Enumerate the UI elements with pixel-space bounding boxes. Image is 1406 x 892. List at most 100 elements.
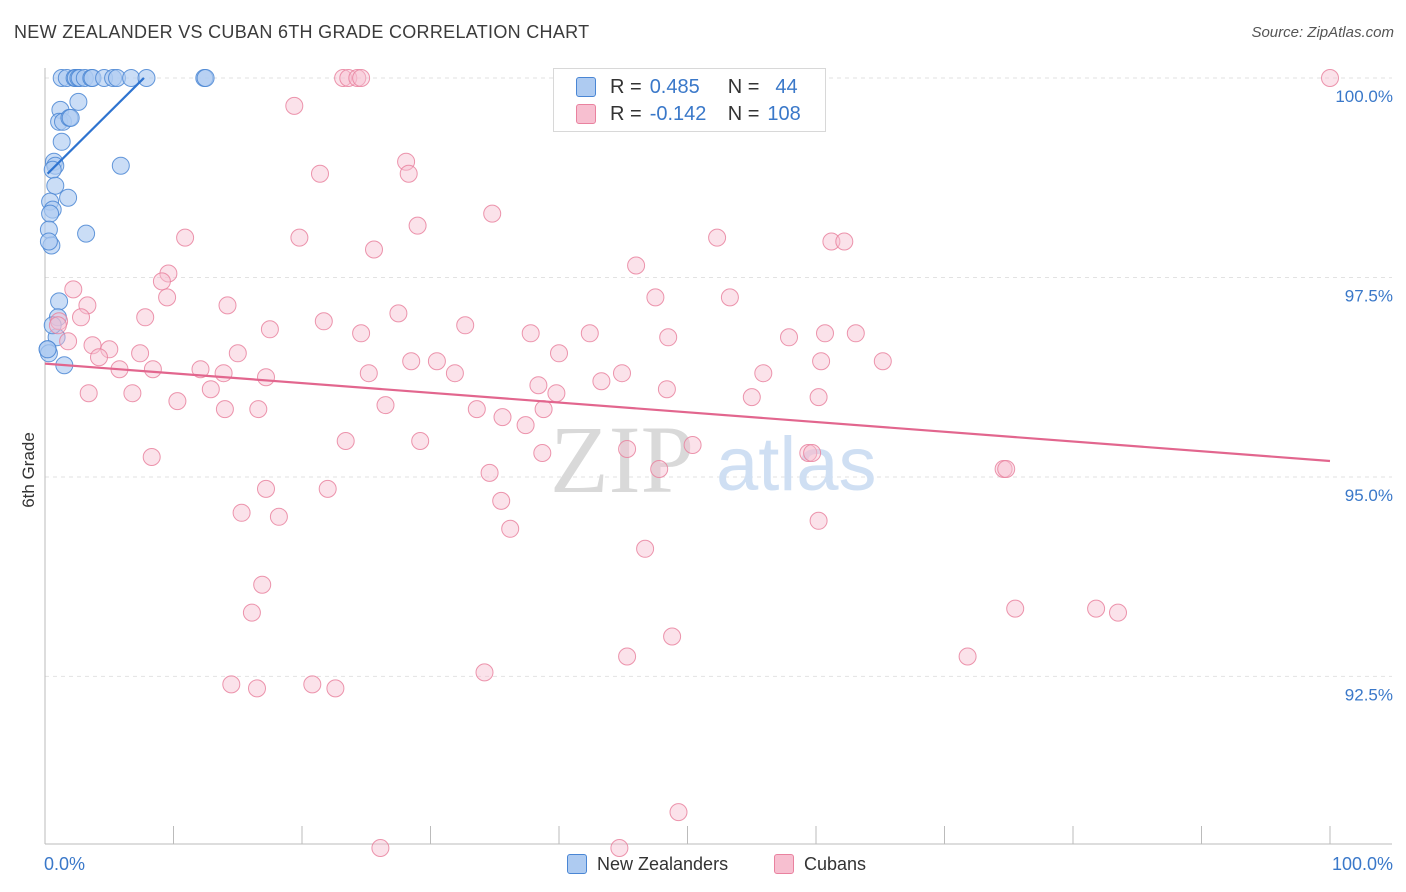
cuban-point xyxy=(191,360,210,379)
cuban-point xyxy=(613,364,631,383)
y-tick-label: 100.0% xyxy=(1335,87,1393,106)
data-points xyxy=(38,69,1339,857)
cuban-point xyxy=(78,296,97,315)
cuban-point xyxy=(59,332,78,351)
cuban-point xyxy=(742,388,761,407)
cuban-point xyxy=(143,360,162,379)
cuban-point xyxy=(123,384,142,403)
legend-label: Cubans xyxy=(804,853,867,874)
cuban-point xyxy=(547,384,566,403)
cuban-point xyxy=(285,96,304,115)
n-value: 108 xyxy=(767,102,801,125)
cuban-point xyxy=(314,312,333,331)
cuban-point xyxy=(812,352,831,371)
y-tick-label: 92.5% xyxy=(1345,685,1393,704)
cuban-point xyxy=(803,444,822,462)
cuban-point xyxy=(669,803,688,822)
cuban-point xyxy=(389,304,408,323)
cuban-point xyxy=(659,328,678,347)
legend-row-cubans: R = -0.142 N = 108 xyxy=(576,102,801,126)
cuban-point xyxy=(326,679,345,698)
legend-item-new-zealanders[interactable]: New Zealanders xyxy=(567,852,728,876)
cuban-point xyxy=(636,539,655,558)
cuban-point xyxy=(480,463,499,482)
cuban-point xyxy=(663,627,682,646)
cuban-point xyxy=(131,344,150,363)
cuban-point xyxy=(958,647,977,666)
cuban-point xyxy=(399,164,418,183)
cuban-point xyxy=(152,272,171,291)
cuban-point xyxy=(218,296,237,315)
cuban-point xyxy=(592,372,611,391)
cuban-point xyxy=(720,288,739,307)
watermark-zip: ZIP xyxy=(550,406,694,513)
cuban-point xyxy=(492,491,511,510)
cuban-point xyxy=(427,352,446,371)
new-zealander-point xyxy=(41,204,60,223)
cuban-point xyxy=(754,364,773,383)
cuban-point xyxy=(397,152,416,171)
cuban-point xyxy=(290,228,309,247)
cuban-point xyxy=(809,388,828,407)
cuban-point xyxy=(228,344,247,363)
cuban-point xyxy=(376,396,395,415)
r-value: 0.485 xyxy=(649,75,700,98)
cuban-point xyxy=(846,324,865,343)
cuban-point xyxy=(352,324,371,343)
new-zealander-point xyxy=(39,232,58,251)
cuban-point xyxy=(550,344,568,363)
cubans-legend-icon xyxy=(774,854,794,874)
cuban-point xyxy=(348,69,367,87)
cuban-point xyxy=(580,324,599,343)
cuban-point xyxy=(445,364,464,383)
cuban-point xyxy=(214,364,233,383)
cuban-point xyxy=(64,280,83,299)
new-zealander-point xyxy=(52,132,71,151)
cuban-point xyxy=(83,336,102,355)
cuban-point xyxy=(809,511,828,530)
n-value: 44 xyxy=(775,75,798,98)
gridlines xyxy=(45,77,1392,677)
cuban-point xyxy=(90,348,108,367)
cubans-swatch-icon xyxy=(576,104,596,124)
cuban-point xyxy=(48,316,67,335)
cuban-point xyxy=(158,288,177,307)
cuban-point xyxy=(352,69,371,87)
new-zealander-point xyxy=(77,224,96,243)
cuban-point xyxy=(176,228,195,247)
cuban-point xyxy=(799,444,818,462)
cuban-point xyxy=(516,416,535,435)
cuban-point xyxy=(242,603,261,622)
cuban-point xyxy=(72,308,90,327)
cuban-point xyxy=(222,675,241,694)
cuban-point xyxy=(248,679,266,698)
r-label: R = xyxy=(610,102,642,125)
cuban-point xyxy=(79,384,98,403)
cuban-point xyxy=(257,479,275,498)
legend-item-cubans[interactable]: Cubans xyxy=(774,852,866,876)
cuban-point xyxy=(529,376,548,395)
cuban-point xyxy=(168,392,187,411)
new-zealander-point xyxy=(69,92,88,111)
axes: 100.0% 97.5% 95.0% 92.5% 0.0% 100.0% xyxy=(44,68,1393,874)
cuban-point xyxy=(260,320,279,339)
new-zealander-point xyxy=(46,176,65,195)
cuban-point xyxy=(336,432,355,450)
cuban-point xyxy=(456,316,475,335)
cuban-point xyxy=(371,839,390,857)
cuban-point xyxy=(311,164,329,183)
r-value: -0.142 xyxy=(649,102,707,125)
cuban-point xyxy=(835,232,854,251)
cuban-point xyxy=(618,647,637,666)
cuban-point xyxy=(257,368,275,387)
cuban-point xyxy=(683,436,702,454)
new-zealander-point xyxy=(59,188,78,207)
new-zealander-point xyxy=(111,156,130,175)
y-tick-label: 97.5% xyxy=(1345,286,1393,305)
new-zealanders-swatch-icon xyxy=(576,77,596,97)
cuban-trend-line xyxy=(44,362,1331,463)
x-tick-label: 100.0% xyxy=(1332,854,1393,874)
cuban-point xyxy=(646,288,665,307)
cuban-point xyxy=(521,324,540,343)
cuban-point xyxy=(359,364,378,383)
